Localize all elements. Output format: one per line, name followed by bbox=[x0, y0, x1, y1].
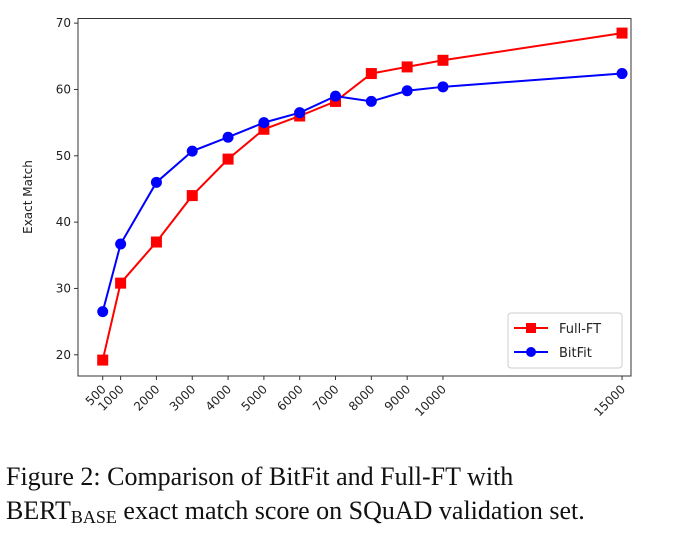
legend-box bbox=[507, 312, 623, 369]
figure-caption: Figure 2: Comparison of BitFit and Full-… bbox=[6, 460, 658, 534]
legend: Full-FT BitFit bbox=[507, 312, 623, 369]
x-tick-label: 10000 bbox=[412, 382, 449, 419]
data-point bbox=[97, 306, 109, 318]
x-tick-label: 7000 bbox=[310, 382, 341, 413]
caption-base-subscript: BASE bbox=[70, 507, 117, 527]
caption-bert: BERT bbox=[6, 496, 71, 525]
series-line bbox=[101, 72, 623, 312]
data-point bbox=[365, 68, 377, 80]
data-point bbox=[258, 123, 270, 135]
data-point bbox=[222, 131, 234, 143]
series-bitfit bbox=[97, 68, 628, 318]
data-point bbox=[258, 117, 270, 129]
y-axis-label: Exact Match bbox=[21, 160, 35, 234]
data-point bbox=[330, 90, 342, 102]
x-tick-label: 8000 bbox=[346, 382, 377, 413]
legend-label-full-ft: Full-FT bbox=[559, 322, 601, 337]
x-tick-label: 5000 bbox=[239, 382, 270, 413]
data-point bbox=[97, 354, 109, 366]
data-point bbox=[437, 81, 449, 93]
x-tick-label: 15000 bbox=[591, 382, 628, 419]
x-tick-label: 9000 bbox=[382, 382, 413, 413]
legend-label-bitfit: BitFit bbox=[559, 346, 592, 361]
y-tick-label: 50 bbox=[56, 149, 71, 163]
series-line bbox=[101, 32, 623, 361]
data-point bbox=[365, 95, 377, 107]
data-point bbox=[616, 27, 628, 39]
legend-marker-full-ft bbox=[526, 323, 536, 333]
legend-marker-bitfit bbox=[526, 347, 536, 357]
data-point bbox=[150, 236, 162, 248]
y-tick-label: 70 bbox=[56, 16, 71, 30]
plot-frame bbox=[77, 18, 632, 377]
caption-line-1: Figure 2: Comparison of BitFit and Full-… bbox=[6, 462, 514, 491]
caption-rest: exact match score on SQuAD validation se… bbox=[116, 496, 585, 525]
y-tick-label: 40 bbox=[56, 215, 71, 229]
data-point bbox=[115, 238, 127, 250]
y-tick-label: 60 bbox=[56, 82, 71, 96]
data-point bbox=[186, 145, 198, 157]
data-point bbox=[186, 190, 198, 202]
data-point bbox=[401, 85, 413, 97]
data-point bbox=[115, 277, 127, 289]
x-tick-label: 2000 bbox=[131, 382, 162, 413]
x-tick-label: 3000 bbox=[167, 382, 198, 413]
y-tick-label: 30 bbox=[56, 281, 71, 295]
x-tick-label: 4000 bbox=[203, 382, 234, 413]
y-tick-label: 20 bbox=[56, 348, 71, 362]
data-point bbox=[401, 61, 413, 73]
data-point bbox=[437, 54, 449, 66]
data-point bbox=[222, 153, 234, 165]
data-point bbox=[150, 176, 162, 188]
data-point bbox=[616, 68, 628, 80]
x-tick-label: 6000 bbox=[274, 382, 305, 413]
data-point bbox=[294, 107, 306, 119]
